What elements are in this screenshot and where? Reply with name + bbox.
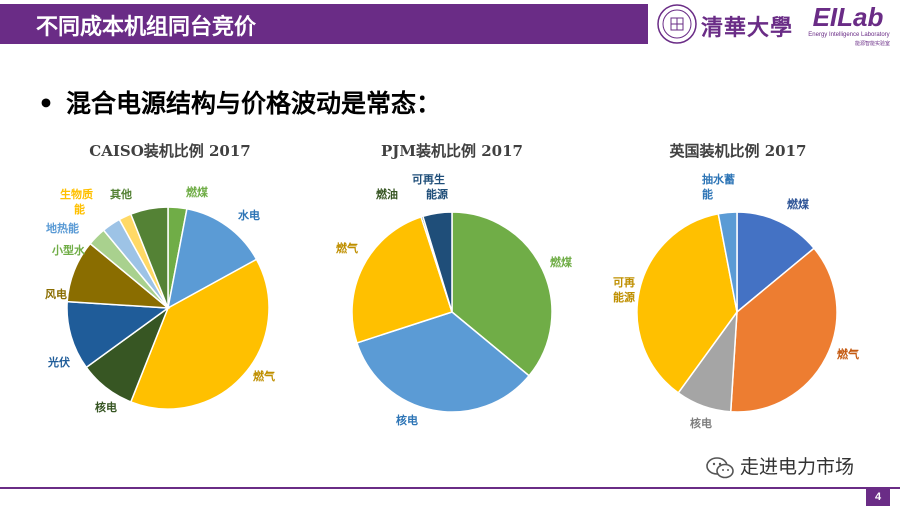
slide-title: 不同成本机组同台竞价	[36, 15, 257, 40]
chart-title-uk: 英国装机比例 2017	[669, 142, 807, 160]
pie-slice-label: 燃煤	[786, 197, 810, 211]
tsinghua-seal-icon	[657, 4, 697, 44]
pie-slice	[729, 247, 838, 413]
bullet-text: 混合电源结构与价格波动是常态：	[66, 89, 442, 118]
logo-area: 清華大學 EILab Energy Intelligence Laborator…	[655, 2, 895, 47]
pie-slice-label: 抽水蓄能	[702, 172, 735, 201]
pie-slice-label: 燃煤	[185, 185, 209, 199]
page-number: 4	[866, 488, 890, 506]
pie-slice-label: 风电	[45, 287, 67, 301]
eilab-logo: EILab	[813, 2, 884, 32]
pie-slice	[736, 211, 816, 314]
pie-slice-label: 核电	[95, 400, 117, 414]
wechat-account-name: 走进电力市场	[740, 456, 855, 478]
pie-slice	[66, 300, 171, 369]
chart-title-caiso: CAISO装机比例 2017	[89, 142, 251, 160]
pie-slice-label: 核电	[690, 416, 712, 430]
pie-slice-label: 可再能源	[613, 276, 635, 304]
chart-title-pjm: PJM装机比例 2017	[381, 142, 523, 160]
pie-slice	[717, 211, 738, 313]
university-name: 清華大學	[701, 15, 794, 41]
pie-slice	[355, 311, 531, 413]
pie-slice	[166, 207, 258, 310]
lab-subtitle: Energy Intelligence Laboratory	[808, 32, 890, 38]
pie-slice-label: 光伏	[47, 355, 70, 369]
footer-divider	[0, 487, 900, 489]
bullet-dot-icon: •	[38, 89, 54, 118]
eilab-logo-text: EILab	[813, 2, 884, 32]
lab-subtitle-cn: 能源智能实验室	[855, 41, 891, 47]
pie-slice-label: 燃气	[335, 241, 358, 255]
pie-slice	[129, 206, 169, 309]
pie-slice-label: 水电	[238, 208, 260, 222]
pie-slice	[421, 211, 453, 313]
pie-slice	[129, 258, 270, 410]
wechat-icon	[706, 457, 734, 479]
pie-slice	[351, 215, 453, 344]
pie-slice-label: 地热能	[46, 221, 79, 235]
pie-slice-label: 核电	[396, 413, 418, 427]
pie-slice-label: 燃煤	[549, 255, 573, 269]
pie-slice	[451, 211, 553, 377]
pie-slice-label: 其他	[110, 187, 132, 201]
pie-slice-label: 生物质能	[60, 187, 93, 216]
bullet-point: • 混合电源结构与价格波动是常态：	[38, 84, 441, 120]
pie-slice-label: 燃气	[836, 347, 859, 361]
slide-header: 不同成本机组同台竞价 清華大學 EILab Energy Intelligenc…	[0, 0, 900, 48]
pie-slice-label: 可再生能源	[412, 172, 448, 201]
pie-slice-label: 燃气	[252, 369, 275, 383]
pie-slice-label: 小型水	[51, 243, 86, 257]
title-bar: 不同成本机组同台竞价	[0, 4, 648, 44]
pie-slice-label: 燃油	[375, 187, 398, 201]
pie-slice	[636, 212, 738, 394]
